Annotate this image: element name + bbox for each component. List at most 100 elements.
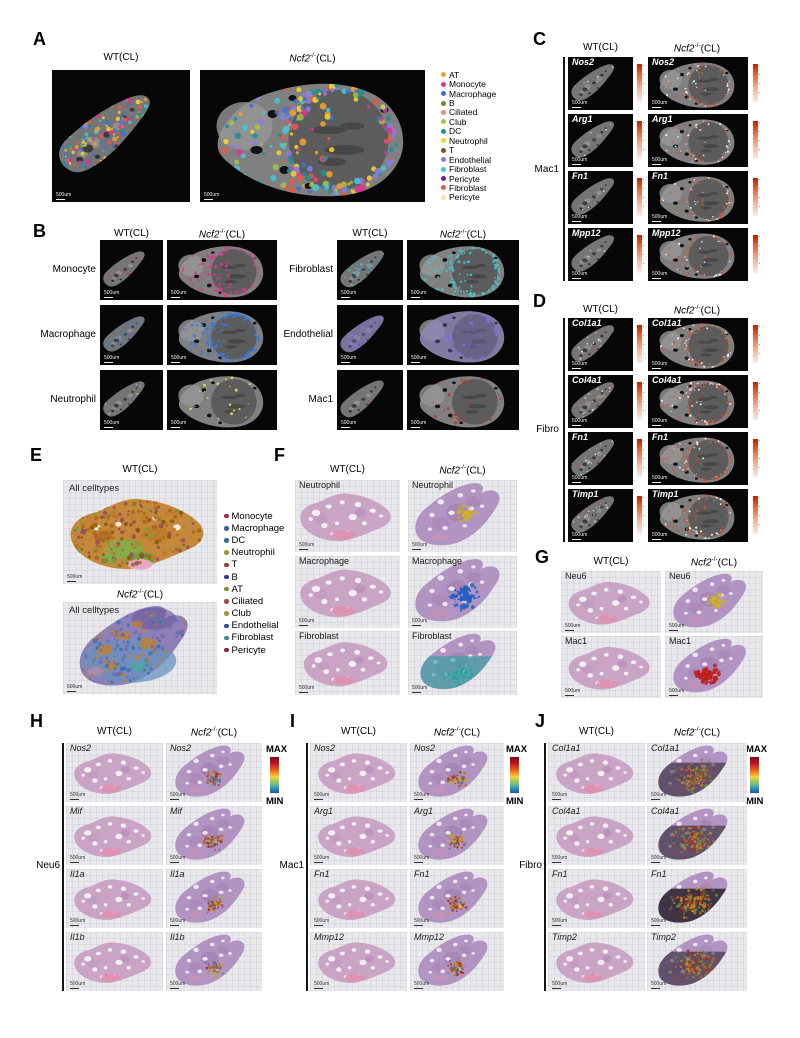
red-colorbar xyxy=(637,235,644,273)
gene-label: Nos2 xyxy=(314,743,336,753)
column-header-ko: Ncf2-/-(CL) xyxy=(647,726,747,738)
red-colorbar xyxy=(753,325,760,363)
legend-label: Pericyte xyxy=(449,173,480,184)
tissue-image-ko: Col1a1 500um xyxy=(647,743,747,802)
panel-b-letter: B xyxy=(33,221,46,241)
ko-superscript: -/- xyxy=(711,556,718,563)
scalebar: 500um xyxy=(572,532,588,538)
legend-item: AT xyxy=(224,583,284,595)
column-header-wt: WT(CL) xyxy=(341,726,376,737)
column-header-wt: WT(CL) xyxy=(122,464,158,475)
scalebar: 500um xyxy=(170,981,186,987)
scalebar: 500um xyxy=(341,420,357,426)
legend-dot xyxy=(441,138,446,144)
gene-label: Col4a1 xyxy=(572,375,602,385)
column-header-ko: Ncf2-/-(CL) xyxy=(63,588,217,600)
legend-item: Neutrophil xyxy=(224,547,284,559)
ko-gene-name: Ncf2 xyxy=(673,727,695,739)
scalebar: 500um xyxy=(552,792,568,798)
legend-dot xyxy=(224,635,229,641)
ko-suffix: (CL) xyxy=(700,727,721,739)
legend-dot xyxy=(441,100,446,106)
group-label: Fibro xyxy=(536,424,559,435)
scalebar: 500um xyxy=(652,214,668,220)
tissue-image-wt: 500um xyxy=(52,70,190,202)
tissue-image-wt: Macrophage 500um xyxy=(295,556,400,628)
gene-label: Mpp12 xyxy=(572,228,601,238)
gene-label: Arg1 xyxy=(572,114,593,124)
legend-item: Fibroblast xyxy=(441,183,496,193)
scalebar: 500um xyxy=(341,355,357,361)
legend-e: Monocyte Macrophage DC Neutrophil T B AT Ciliat… xyxy=(224,510,284,656)
scalebar: 500um xyxy=(651,918,667,924)
tissue-image-ko: 500um xyxy=(167,240,277,300)
scalebar: 500um xyxy=(652,475,668,481)
scalebar: 500um xyxy=(651,981,667,987)
column-header-ko: Ncf2-/-(CL) xyxy=(407,228,519,240)
scalebar: 500um xyxy=(170,792,186,798)
legend-item: Monocyte xyxy=(224,510,284,522)
group-bracket-bar xyxy=(563,318,565,542)
scalebar: 500um xyxy=(67,684,83,690)
legend-label: Endothelial xyxy=(231,620,279,632)
column-header-ko: Ncf2-/-(CL) xyxy=(646,304,748,316)
ko-superscript: -/- xyxy=(211,726,218,733)
red-colorbar xyxy=(753,64,760,102)
tissue-image-ko: 500um xyxy=(167,370,277,430)
ko-suffix: (CL) xyxy=(143,589,164,601)
tissue-image-ko: Timp2 500um xyxy=(647,932,747,991)
column-header-ko: Ncf2-/-(CL) xyxy=(408,464,517,476)
tissue-image-wt: Mpp12 500um xyxy=(568,228,633,281)
group-bracket-bar xyxy=(563,57,565,281)
row-label: Mac1 xyxy=(308,394,333,405)
legend-label: Macrophage xyxy=(231,522,285,534)
scalebar: 500um xyxy=(552,981,568,987)
scalebar: 500um xyxy=(171,290,187,296)
tissue-image-wt: All celltypes 500um xyxy=(63,480,217,584)
gene-label: Fn1 xyxy=(652,171,669,181)
scalebar: 500um xyxy=(299,542,315,548)
scalebar: 500um xyxy=(412,618,428,624)
legend-dot xyxy=(441,157,446,163)
gene-label: Nos2 xyxy=(652,57,675,67)
column-header-wt: WT(CL) xyxy=(593,556,629,567)
tile-inner-label: All celltypes xyxy=(69,483,120,494)
tissue-image-ko: Mif 500um xyxy=(166,806,262,865)
row-label: Monocyte xyxy=(52,264,96,275)
legend-dot xyxy=(224,623,229,629)
ko-superscript: -/- xyxy=(454,726,461,733)
red-colorbar xyxy=(637,64,644,102)
tissue-image-ko: All celltypes 500um xyxy=(63,602,217,694)
tissue-image-wt: Timp2 500um xyxy=(548,932,645,991)
tissue-image-wt: Fn1 500um xyxy=(568,171,633,224)
legend-dot xyxy=(224,647,229,653)
scalebar: 500um xyxy=(104,355,120,361)
tissue-image-wt: Fn1 500um xyxy=(548,869,645,928)
colorbar-min-label: MIN xyxy=(506,796,524,807)
tissue-image-ko: Timp1 500um xyxy=(648,489,748,542)
column-header-ko: Ncf2-/-(CL) xyxy=(167,228,277,240)
legend-item: Club xyxy=(441,117,496,127)
scalebar: 500um xyxy=(552,918,568,924)
legend-item: Pericyte xyxy=(441,173,496,184)
ko-gene-name: Ncf2 xyxy=(289,53,310,65)
tile-label: Fibroblast xyxy=(412,631,452,641)
tissue-image-wt: Fn1 500um xyxy=(310,869,407,928)
legend-label: Fibroblast xyxy=(231,632,274,644)
gene-label: Col1a1 xyxy=(572,318,602,328)
tissue-image-ko: Neu6 500um xyxy=(665,571,763,633)
ko-gene-name: Ncf2 xyxy=(673,43,695,55)
legend-label: AT xyxy=(231,583,243,595)
ko-suffix: (CL) xyxy=(217,727,238,739)
legend-dot xyxy=(441,185,446,191)
panel-e-letter: E xyxy=(30,445,43,465)
panel-c-letter: C xyxy=(533,29,546,49)
tissue-image-wt: Fn1 500um xyxy=(568,432,633,485)
scalebar: 500um xyxy=(70,918,86,924)
scalebar: 500um xyxy=(70,981,86,987)
legend-item: DC xyxy=(441,126,496,136)
tissue-image-ko: Il1a 500um xyxy=(166,869,262,928)
panel-d-letter: D xyxy=(533,291,546,311)
column-header-ko: Ncf2-/-(CL) xyxy=(410,726,504,738)
ko-superscript: -/- xyxy=(694,42,701,49)
